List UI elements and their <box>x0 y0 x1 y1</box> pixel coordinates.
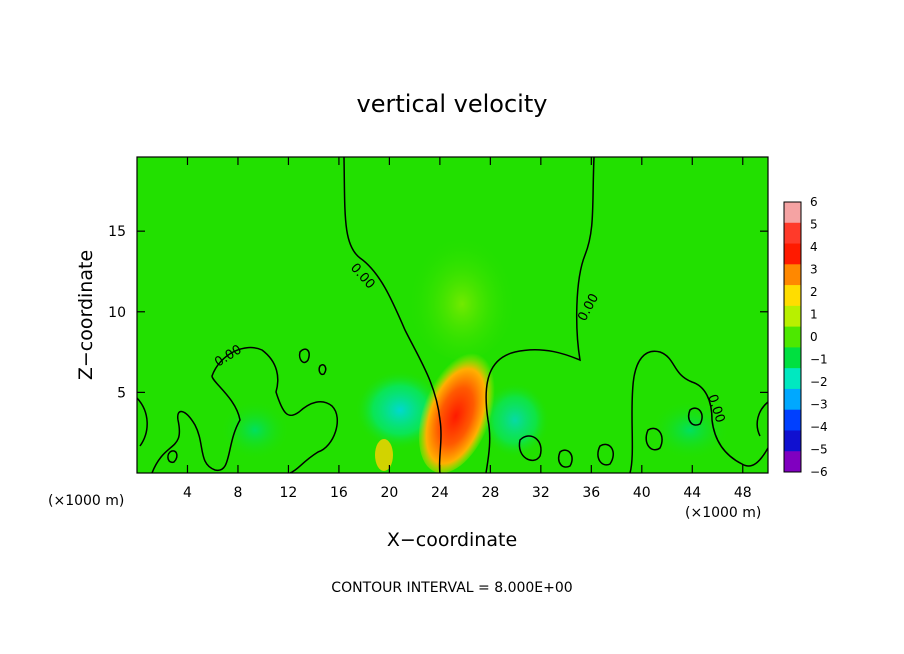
downdraft-far-right <box>650 400 730 460</box>
contour-lines <box>137 157 768 473</box>
x-tick-label: 36 <box>582 485 600 501</box>
x-tick-label: 28 <box>481 485 499 501</box>
updraft-left-small <box>375 439 393 471</box>
contour-speckle-8 <box>688 407 703 426</box>
contour-speckle-7 <box>645 427 663 451</box>
colorbar-swatch <box>784 368 801 390</box>
downdraft-far-left <box>220 400 290 460</box>
colorbar-tick-label: 6 <box>810 195 818 209</box>
x-tick-label: 40 <box>633 485 651 501</box>
contour-lower-right <box>629 350 768 473</box>
x-axis-label: X−coordinate <box>387 529 517 551</box>
plot-area: 0.00 0.00 0.00 0.00 <box>137 157 768 473</box>
contour-speckle-5 <box>558 449 573 468</box>
x-tick-label: 24 <box>431 485 449 501</box>
colorbar-tick-label: −3 <box>810 398 828 412</box>
colorbar-frame <box>783 201 802 473</box>
colorbar-tick-label: −6 <box>810 465 828 479</box>
colorbar-tick-label: −2 <box>810 375 828 389</box>
x-tick-label: 20 <box>380 485 398 501</box>
contour-left-plume <box>343 157 442 473</box>
x-tick-label: 8 <box>233 485 242 501</box>
contour-speckle-3 <box>167 450 178 464</box>
updraft-core <box>418 346 498 473</box>
x-axis-ticks: 4 8 12 16 20 24 28 32 36 40 44 48 <box>183 157 752 501</box>
x-tick-label: 4 <box>183 485 192 501</box>
colorbar-swatch <box>784 243 801 265</box>
x-unit-left: (×1000 m) <box>48 493 124 509</box>
contour-right-plume <box>485 157 595 473</box>
colorbar-swatch <box>784 451 801 473</box>
colorbar-swatch <box>784 326 801 348</box>
colorbar-tick-label: −5 <box>810 443 828 457</box>
colorbar-swatch <box>784 388 801 411</box>
y-tick-label: 10 <box>108 305 126 321</box>
colorbar-tick-label: 5 <box>810 218 818 232</box>
x-tick-label: 32 <box>532 485 550 501</box>
x-tick-label: 48 <box>734 485 752 501</box>
x-tick-label: 16 <box>330 485 348 501</box>
chart-title: vertical velocity <box>357 90 548 118</box>
colorbar-swatch <box>784 430 801 452</box>
colorbar-tick-label: 4 <box>810 240 818 254</box>
colorbar-tick-label: −4 <box>810 420 828 434</box>
x-tick-label: 12 <box>280 485 298 501</box>
contour-lower-left <box>137 346 339 473</box>
contour-speckle-1 <box>298 348 310 364</box>
x-unit-right: (×1000 m) <box>685 505 761 521</box>
colorbar-swatch <box>784 222 801 245</box>
contour-speckle-4 <box>518 435 542 461</box>
colorbar-swatch <box>784 305 801 328</box>
colorbar-tick-label: 0 <box>810 330 818 344</box>
colorbar-tick-label: −1 <box>810 353 828 367</box>
y-axis-ticks: 5 10 15 <box>108 224 768 401</box>
colorbar-swatch <box>784 409 801 431</box>
contour-speckle-6 <box>597 443 614 466</box>
plot-frame <box>136 156 769 474</box>
y-tick-label: 5 <box>117 385 126 401</box>
plume-upper <box>407 220 517 360</box>
downdraft-right <box>480 382 550 458</box>
colorbar-swatch <box>784 264 801 286</box>
colorbar-tick-label: 3 <box>810 263 818 277</box>
colorbar-tick-label: 2 <box>810 285 818 299</box>
contour-speckle-2 <box>318 363 327 376</box>
colorbar-tick-label: 1 <box>810 308 818 322</box>
colorbar: 6 5 4 3 2 1 0 −1 −2 −3 −4 −5 −6 <box>783 195 828 479</box>
colorbar-swatch <box>784 285 801 307</box>
contour-interval-note: CONTOUR INTERVAL = 8.000E+00 <box>331 580 572 596</box>
colorbar-swatch <box>784 347 801 369</box>
y-axis-label: Z−coordinate <box>75 250 97 380</box>
colorbar-swatch <box>784 202 801 224</box>
y-tick-label: 15 <box>108 224 126 240</box>
x-tick-label: 44 <box>683 485 701 501</box>
